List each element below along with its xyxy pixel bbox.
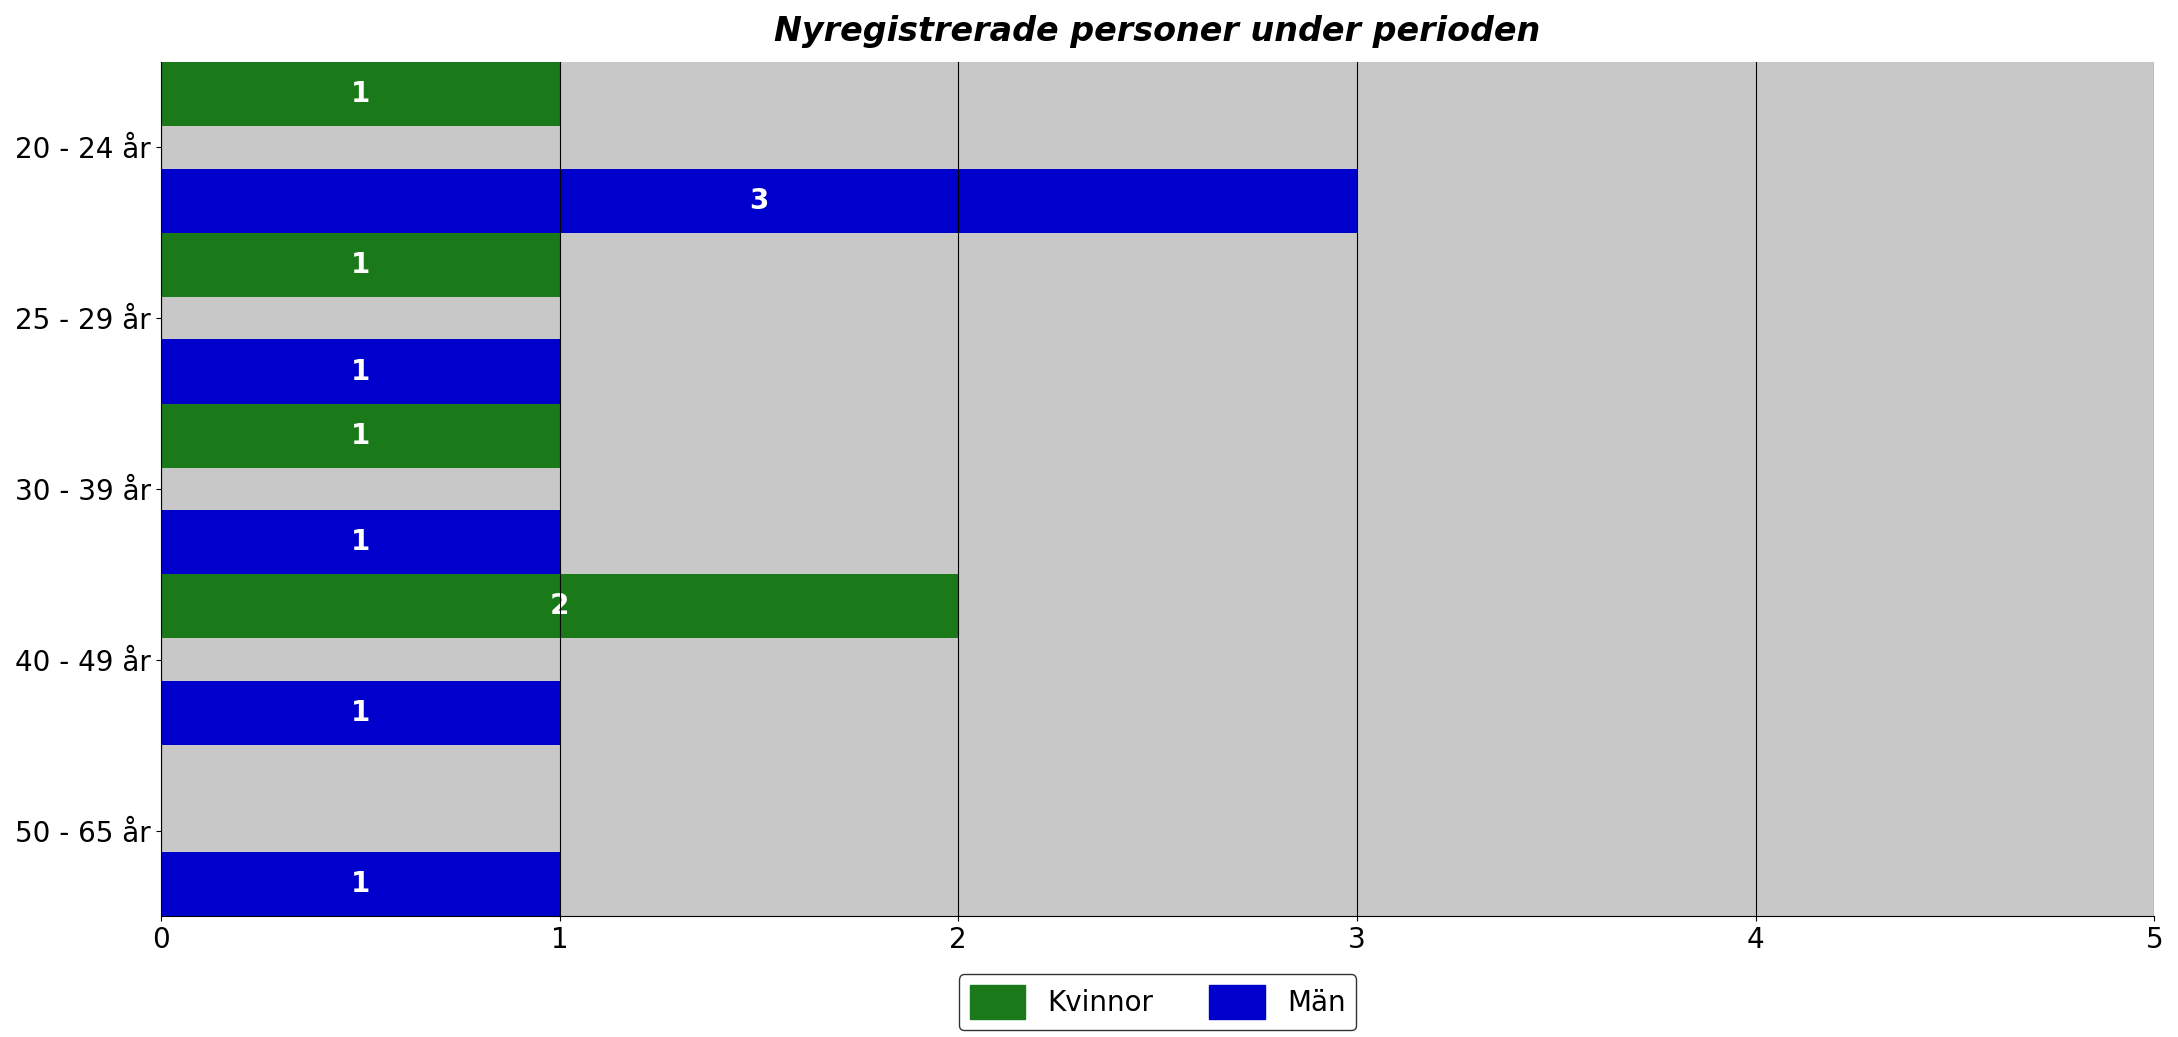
Bar [161,62,560,125]
Bar [161,403,2154,468]
Bar [161,681,2154,746]
Bar [161,169,1357,232]
Bar [161,746,2154,809]
Bar [161,852,560,916]
Bar [161,339,2154,403]
Text: 1: 1 [351,870,370,898]
Bar [161,62,2154,125]
Text: 1: 1 [351,422,370,450]
Bar [161,339,560,403]
Bar [161,574,958,639]
Text: 1: 1 [351,699,370,727]
Bar [161,232,2154,297]
Bar [161,852,2154,916]
Bar [161,403,560,468]
Text: 1: 1 [351,358,370,386]
Bar [161,510,560,574]
Legend: Kvinnor, Män: Kvinnor, Män [958,974,1357,1031]
Text: 1: 1 [351,529,370,557]
Text: 3: 3 [749,187,769,215]
Text: 1: 1 [351,80,370,108]
Text: 1: 1 [351,251,370,279]
Bar [161,232,560,297]
Title: Nyregistrerade personer under perioden: Nyregistrerade personer under perioden [775,15,1540,48]
Text: 2: 2 [549,592,568,620]
Bar [161,510,2154,574]
Bar [161,574,2154,639]
Bar [161,681,560,746]
Bar [161,169,2154,232]
